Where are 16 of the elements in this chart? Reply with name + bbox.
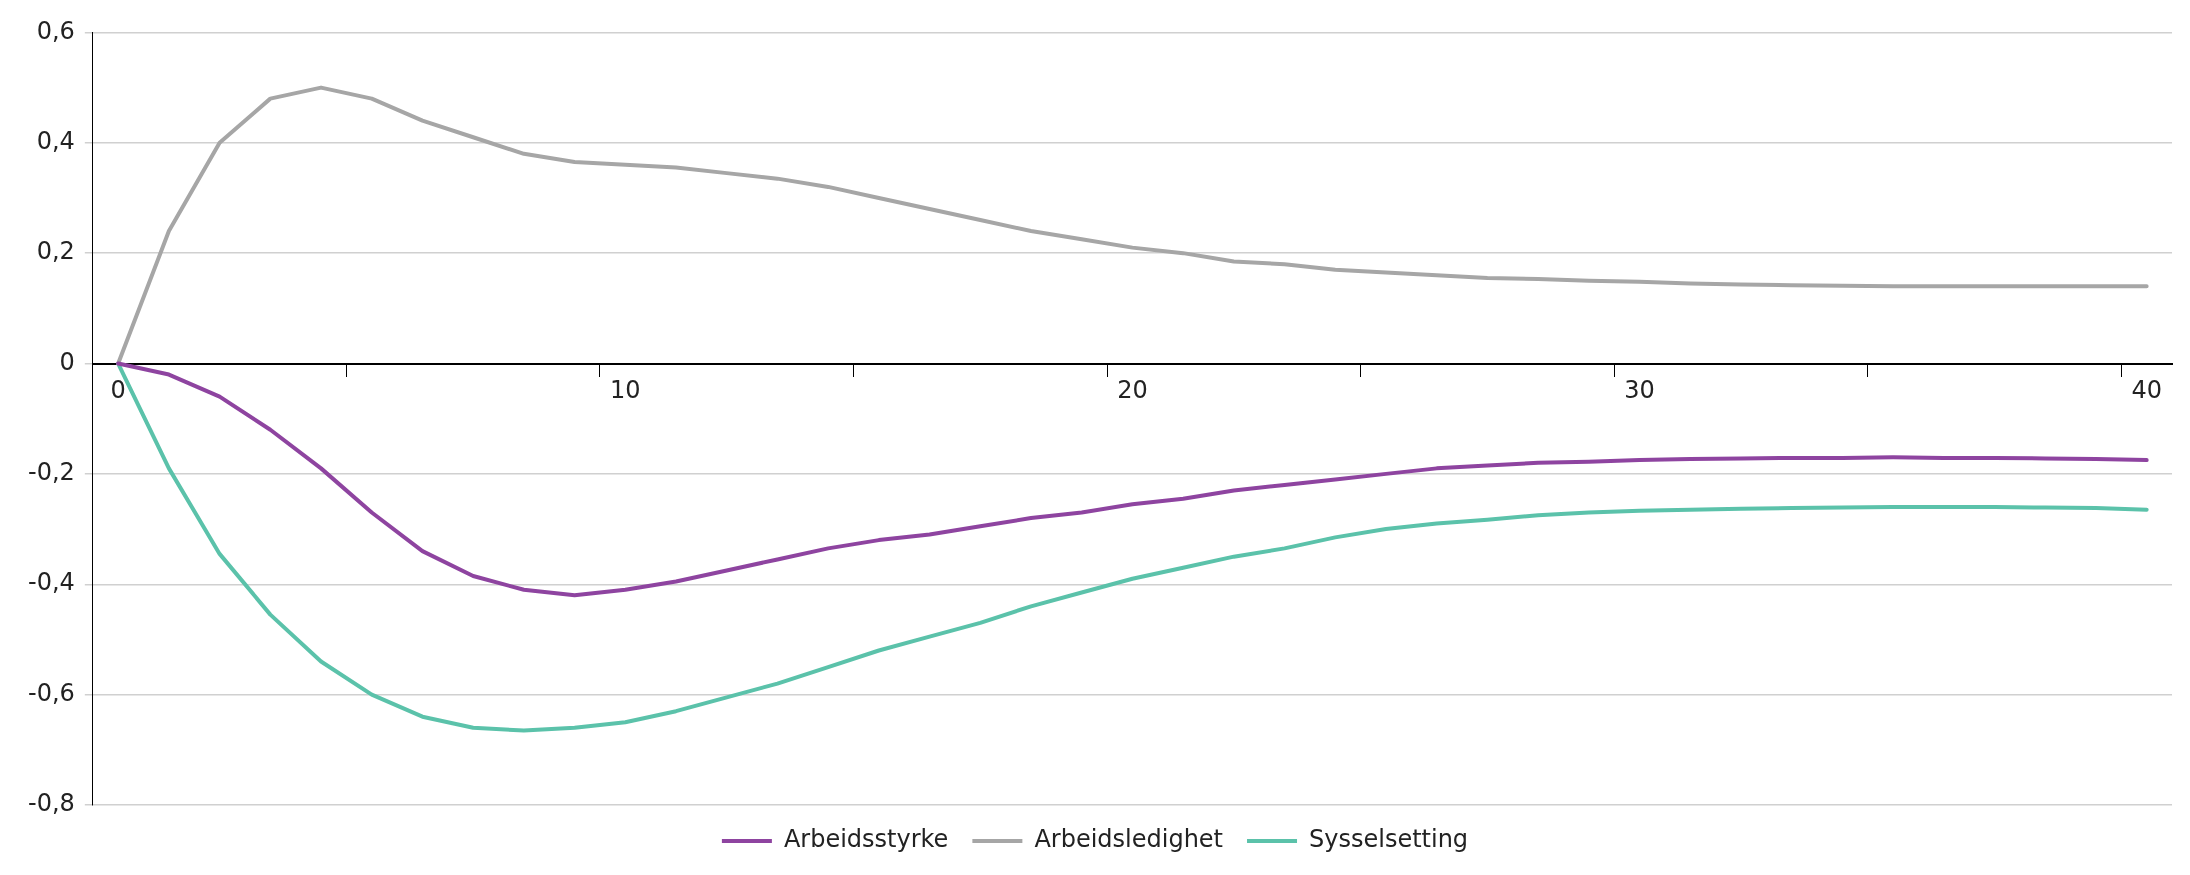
x-tick-label: 20	[1117, 376, 1148, 405]
x-tick-label: 40	[2131, 376, 2162, 405]
x-tick-label: 10	[610, 376, 641, 405]
x-tick-label: 30	[1624, 376, 1655, 405]
y-tick-label: -0,6	[28, 678, 75, 707]
y-tick-label: 0,2	[36, 237, 75, 266]
y-tick-label: -0,2	[28, 458, 75, 487]
y-tick-label: 0,4	[36, 127, 75, 156]
y-tick-label: 0	[59, 347, 75, 376]
y-tick-label: 0,6	[36, 16, 75, 45]
legend-label: Arbeidsledighet	[1034, 825, 1224, 854]
legend-label: Sysselsetting	[1309, 825, 1469, 854]
y-tick-label: -0,8	[28, 789, 75, 818]
x-tick-label: 0	[110, 376, 126, 405]
y-tick-label: -0,4	[28, 568, 75, 597]
legend-label: Arbeidsstyrke	[783, 825, 949, 854]
